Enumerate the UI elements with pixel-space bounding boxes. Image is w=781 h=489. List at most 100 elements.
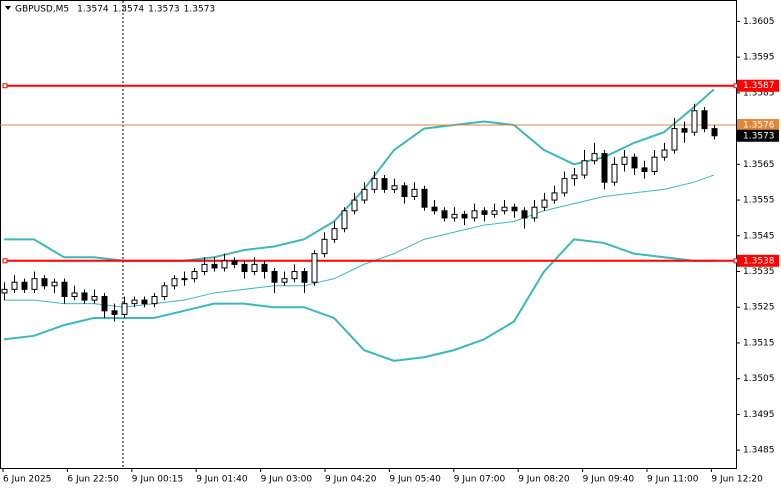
candle-body <box>301 271 308 283</box>
candle-body <box>101 296 108 312</box>
candle-body <box>251 263 258 273</box>
candle-body <box>171 278 178 287</box>
candle-body <box>211 263 218 269</box>
candle-body <box>201 263 208 273</box>
candle-body <box>451 213 458 219</box>
header-price: 1.3573 <box>148 5 180 15</box>
level-price-label: 1.3576 <box>743 121 775 131</box>
candle-body <box>411 188 418 197</box>
dropdown-icon[interactable] <box>5 6 11 10</box>
candle-body <box>131 299 138 305</box>
candle-body <box>321 238 328 255</box>
candle-body <box>161 285 168 298</box>
y-tick-label: 1.3555 <box>743 196 775 206</box>
x-tick-label: 9 Jun 03:00 <box>261 475 313 485</box>
candle-body <box>191 271 198 280</box>
y-tick-label: 1.3585 <box>743 88 775 98</box>
candle-body <box>291 271 298 280</box>
header-price: 1.3574 <box>113 5 145 15</box>
candle-body <box>561 178 568 194</box>
candle-body <box>91 296 98 301</box>
candle-body <box>331 228 338 240</box>
candle-body <box>421 188 428 208</box>
x-tick-label: 9 Jun 11:00 <box>647 475 699 485</box>
candle-body <box>351 199 358 212</box>
candle-body <box>111 310 118 315</box>
candle-body <box>81 292 88 301</box>
candle-body <box>221 260 228 269</box>
candle-body <box>521 210 528 219</box>
level-handle <box>2 83 8 89</box>
candle-body <box>41 278 48 287</box>
header-price: 1.3573 <box>184 5 216 15</box>
x-tick-label: 9 Jun 01:40 <box>196 475 248 485</box>
y-tick-label: 1.3545 <box>743 231 775 241</box>
candle-body <box>701 110 708 130</box>
x-tick-label: 9 Jun 07:00 <box>454 475 506 485</box>
y-tick-label: 1.3485 <box>743 446 775 456</box>
candle-body <box>271 271 278 283</box>
candle-body <box>391 185 398 190</box>
candle-body <box>311 253 318 283</box>
bid-price-label-box <box>737 129 779 142</box>
x-tick-label: 9 Jun 09:40 <box>583 475 635 485</box>
candle-body <box>671 128 678 151</box>
candle-body <box>481 210 488 215</box>
level-price-label-box <box>737 119 779 132</box>
candle-body <box>711 128 718 137</box>
bid-price-label: 1.3573 <box>743 131 775 141</box>
candle-body <box>581 160 588 176</box>
y-tick-label: 1.3565 <box>743 160 775 170</box>
candle-body <box>261 263 268 273</box>
candle-body <box>661 149 668 158</box>
candle-body <box>591 153 598 162</box>
candle-body <box>471 210 478 219</box>
candle-body <box>401 185 408 197</box>
candle-body <box>1 288 8 294</box>
candle-body <box>71 292 78 298</box>
x-tick-label: 9 Jun 04:20 <box>325 475 377 485</box>
candle-body <box>541 199 548 208</box>
level-price-label-box <box>737 79 779 92</box>
candle-body <box>631 156 638 169</box>
level-price-label: 1.3587 <box>743 81 775 91</box>
candle-body <box>551 192 558 201</box>
x-tick-label: 6 Jun 2025 <box>3 475 51 485</box>
y-tick-label: 1.3525 <box>743 303 775 313</box>
candle-body <box>441 210 448 219</box>
candle-body <box>341 210 348 230</box>
candle-body <box>51 281 58 287</box>
candle-body <box>681 128 688 133</box>
level-price-label-box <box>737 254 779 267</box>
candle-body <box>601 153 608 183</box>
candle-body <box>621 156 628 165</box>
candle-body <box>141 299 148 305</box>
x-tick-label: 6 Jun 22:50 <box>67 475 119 485</box>
candle-body <box>11 281 18 290</box>
x-tick-label: 9 Jun 08:20 <box>518 475 570 485</box>
candle-body <box>461 213 468 219</box>
y-tick-label: 1.3495 <box>743 410 775 420</box>
candle-body <box>121 303 128 315</box>
candle-body <box>151 296 158 305</box>
candle-body <box>431 206 438 212</box>
header-price: 1.3574 <box>77 5 109 15</box>
x-tick-label: 9 Jun 05:40 <box>389 475 441 485</box>
candle-body <box>531 206 538 219</box>
y-tick-label: 1.3515 <box>743 338 775 348</box>
candle-body <box>181 278 188 281</box>
candle-body <box>511 206 518 212</box>
candle-body <box>31 278 38 290</box>
candle-body <box>651 156 658 172</box>
y-tick-label: 1.3605 <box>743 17 775 27</box>
x-tick-label: 9 Jun 12:20 <box>711 475 763 485</box>
y-tick-label: 1.3535 <box>743 267 775 277</box>
candle-body <box>361 188 368 201</box>
candle-body <box>281 278 288 283</box>
level-price-label: 1.3538 <box>743 256 775 266</box>
candle-body <box>611 163 618 183</box>
candle-body <box>571 174 578 180</box>
y-tick-label: 1.3595 <box>743 53 775 63</box>
